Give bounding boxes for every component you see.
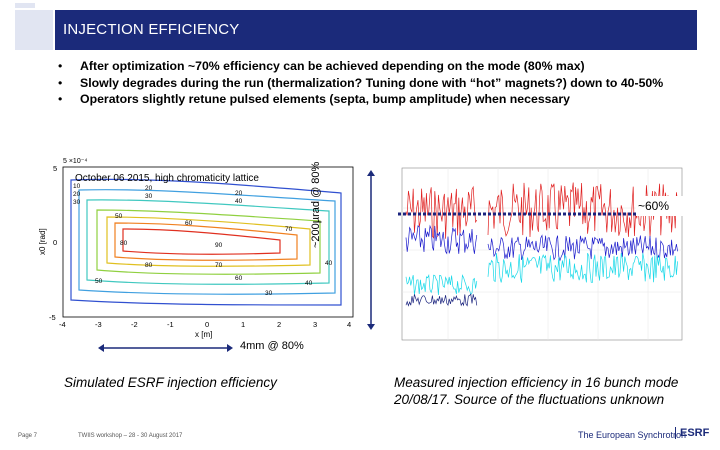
dark-blue-trace — [405, 293, 478, 307]
contour-label: 30 — [265, 290, 273, 297]
horizontal-arrow — [98, 344, 233, 352]
footer-page: Page 7 — [18, 433, 38, 439]
x-tick: -3 — [95, 320, 102, 329]
y-tick: -5 — [49, 313, 56, 322]
footer-org: The European Synchrotron — [578, 430, 687, 440]
bullet-item: • After optimization ~70% efficiency can… — [58, 58, 698, 75]
x-tick: 1 — [241, 320, 245, 329]
contour-label: 70 — [285, 226, 293, 233]
bullet-dot: • — [58, 92, 63, 106]
y-tick: 5 — [53, 164, 57, 173]
contour-label: 40 — [325, 260, 333, 267]
blue-trace — [405, 224, 478, 255]
contour-label: 60 — [235, 275, 243, 282]
decor-square-2 — [15, 3, 35, 8]
measured-annotation: ~60% — [638, 199, 669, 213]
contour-labels: 10 20 30 20 30 20 40 50 60 70 80 90 80 7… — [73, 183, 333, 297]
y-axis-label: x0 [rad] — [38, 228, 47, 255]
x-tick: -4 — [59, 320, 66, 329]
vertical-annotation-text: ~200µrad @ 80% — [310, 161, 322, 248]
contour-label: 60 — [185, 220, 193, 227]
contour-rings — [70, 178, 342, 306]
bullet-dot: • — [58, 75, 63, 90]
contour-label: 30 — [145, 193, 153, 200]
axis-ticks: 5 0 -5 -4 -3 -2 -1 0 1 2 3 4 — [49, 164, 351, 329]
x-axis-label: x [m] — [195, 330, 212, 339]
cyan-trace — [487, 253, 678, 283]
bullet-text: Slowly degrades during the run (thermali… — [80, 75, 664, 90]
x-tick: 0 — [205, 320, 209, 329]
vertical-annotation: ~200µrad @ 80% — [310, 128, 322, 248]
title-bar: INJECTION EFFICIENCY — [55, 10, 697, 50]
horizontal-annotation: 4mm @ 80% — [240, 340, 304, 352]
contour-label: 30 — [73, 199, 81, 206]
measured-svg: ~60% — [398, 167, 686, 341]
x-tick: 3 — [313, 320, 317, 329]
contour-label: 20 — [145, 185, 153, 192]
x-tick: -1 — [167, 320, 174, 329]
x-tick: 2 — [277, 320, 281, 329]
chart-subtitle: October 06 2015, high chromaticity latti… — [75, 173, 259, 184]
esrf-logo: ESRF — [675, 427, 709, 439]
bullet-item: • Slowly degrades during the run (therma… — [58, 75, 698, 92]
contour-label: 70 — [215, 262, 223, 269]
x-tick: -2 — [131, 320, 138, 329]
page-title: INJECTION EFFICIENCY — [63, 21, 240, 38]
contour-label: 40 — [305, 280, 313, 287]
cyan-trace — [405, 274, 478, 296]
bullet-dot: • — [58, 59, 63, 73]
blue-trace — [487, 234, 678, 262]
annotation-bg — [636, 196, 686, 216]
vertical-arrow — [367, 170, 375, 330]
contour-label: 90 — [215, 242, 223, 249]
bullet-list: • After optimization ~70% efficiency can… — [58, 58, 698, 108]
y-scale: 5 ×10⁻⁴ — [63, 158, 87, 165]
bullet-text: After optimization ~70% efficiency can b… — [80, 59, 585, 73]
x-tick: 4 — [347, 320, 351, 329]
left-caption: Simulated ESRF injection efficiency — [64, 375, 277, 390]
bullet-text: Operators slightly retune pulsed element… — [80, 92, 570, 106]
decor-square-1 — [15, 10, 53, 50]
simulated-efficiency-plot: 10 20 30 20 30 20 40 50 60 70 80 90 80 7… — [35, 155, 360, 350]
contour-label: 10 — [73, 183, 81, 190]
bullet-item: • Operators slightly retune pulsed eleme… — [58, 91, 698, 108]
contour-svg: 10 20 30 20 30 20 40 50 60 70 80 90 80 7… — [38, 158, 354, 339]
contour-label: 80 — [120, 240, 128, 247]
contour-label: 50 — [115, 213, 123, 220]
right-caption: Measured injection efficiency in 16 bunc… — [394, 375, 679, 407]
footer-workshop: TWIIS workshop – 28 - 30 August 2017 — [78, 433, 183, 439]
contour-label: 20 — [235, 190, 243, 197]
contour-label: 40 — [235, 198, 243, 205]
y-tick: 0 — [53, 238, 57, 247]
measured-efficiency-plot: ~60% — [388, 160, 698, 360]
red-trace — [405, 185, 478, 239]
contour-label: 80 — [145, 262, 153, 269]
contour-label: 50 — [95, 278, 103, 285]
contour-label: 20 — [73, 191, 81, 198]
